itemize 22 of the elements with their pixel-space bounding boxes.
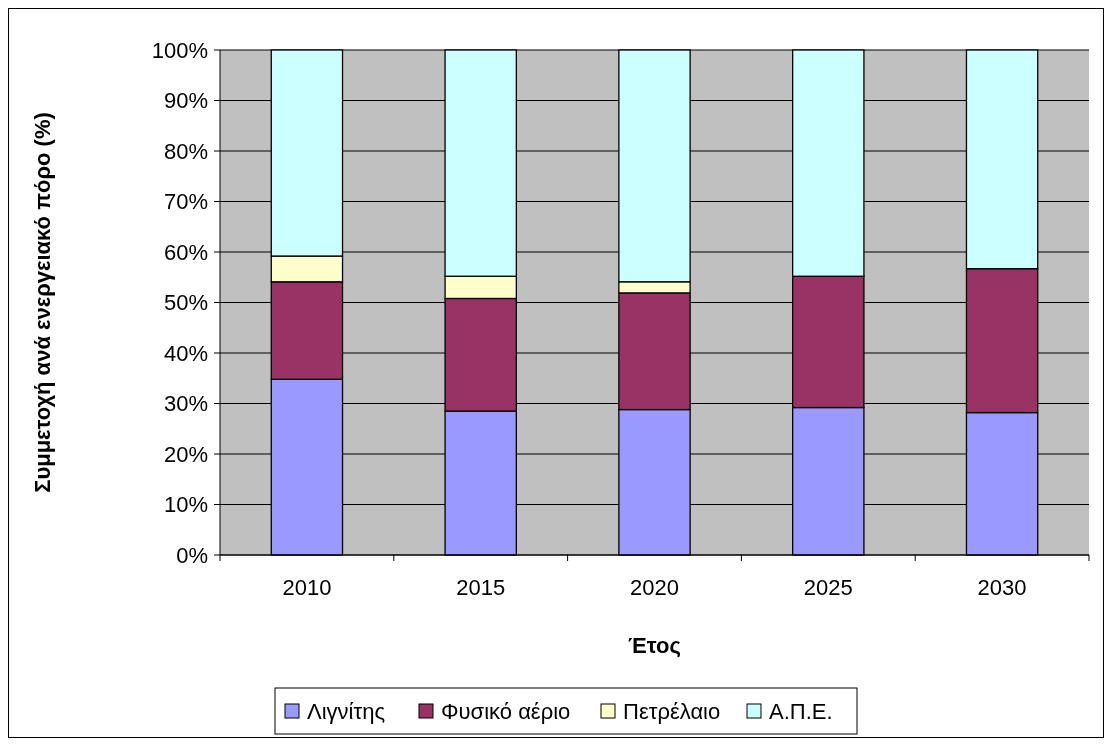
x-tick-label: 2010 xyxy=(282,575,332,600)
y-axis-title: Συμμετοχή ανά ενεργειακό πόρο (%) xyxy=(30,112,55,493)
x-tick-label: 2030 xyxy=(977,575,1027,600)
legend-label: Φυσικό αέριο xyxy=(441,698,571,724)
y-tick-label: 100% xyxy=(151,37,208,63)
legend-label: Πετρέλαιο xyxy=(623,698,721,724)
x-tick-label: 2025 xyxy=(803,575,853,600)
y-tick-label: 40% xyxy=(163,340,208,366)
x-tick-label: 2015 xyxy=(456,575,506,600)
y-tick-label: 20% xyxy=(163,441,208,467)
legend-label: Α.Π.Ε. xyxy=(769,698,833,724)
legend-label: Λιγνίτης xyxy=(307,698,385,724)
x-axis-title: Έτος xyxy=(628,633,681,658)
y-tick-label: 70% xyxy=(163,189,208,215)
y-tick-label: 80% xyxy=(163,138,208,164)
x-tick-label: 2020 xyxy=(630,575,679,600)
y-tick-label: 10% xyxy=(163,492,208,518)
y-tick-label: 0% xyxy=(176,542,208,568)
y-tick-label: 60% xyxy=(163,239,208,265)
y-tick-label: 50% xyxy=(163,290,208,316)
y-tick-label: 90% xyxy=(163,88,208,114)
y-tick-label: 30% xyxy=(163,391,208,417)
